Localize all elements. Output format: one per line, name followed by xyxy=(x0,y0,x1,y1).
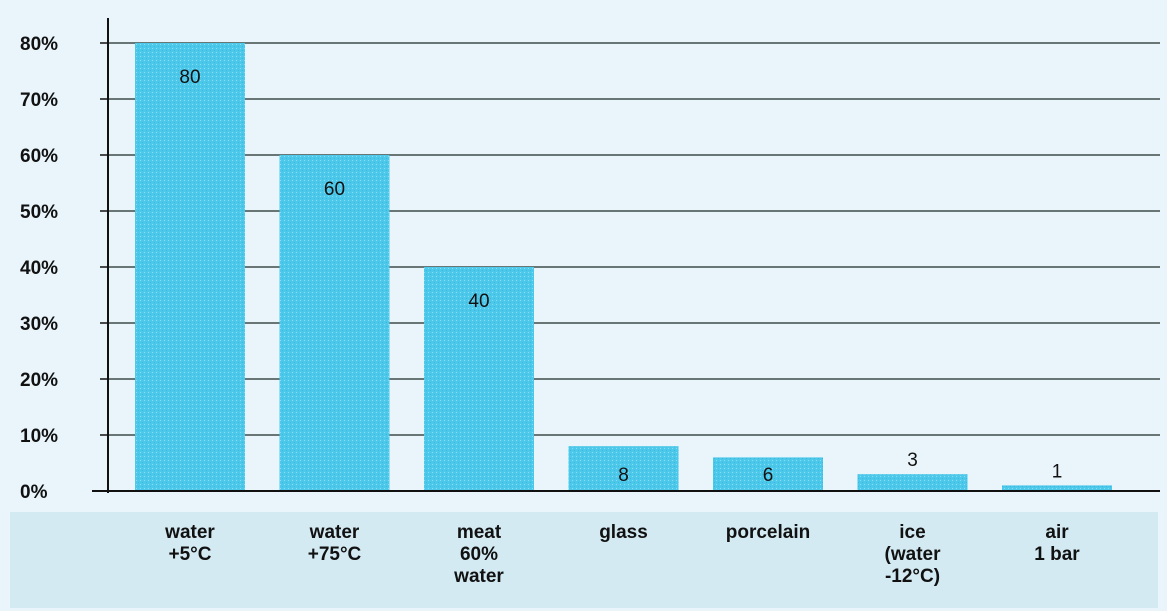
x-tick-label: water +5°C xyxy=(164,522,215,565)
x-tick-label-line: +5°C xyxy=(169,544,212,565)
bar xyxy=(857,474,968,491)
x-tick-label-line: ice xyxy=(899,522,925,543)
data-label: 3 xyxy=(907,450,918,471)
y-tick-label: 40% xyxy=(20,258,58,279)
x-tick-label: ice (water -12°C) xyxy=(885,522,942,587)
y-tick-label: 50% xyxy=(20,202,58,223)
y-tick-label: 20% xyxy=(20,370,58,391)
x-tick-label-line: water xyxy=(164,522,215,543)
data-label: 40 xyxy=(468,291,489,312)
bar xyxy=(279,155,390,491)
bar xyxy=(568,446,679,491)
y-tick-label: 30% xyxy=(20,314,58,335)
x-tick-label-line: (water xyxy=(885,544,942,565)
x-tick-label: meat 60% water xyxy=(453,522,504,587)
bar xyxy=(424,267,534,491)
x-tick-label-line: air xyxy=(1045,522,1069,543)
x-tick-label-line: 1 bar xyxy=(1034,544,1080,565)
y-tick-label: 80% xyxy=(20,34,58,55)
x-tick-label: water +75°C xyxy=(308,522,362,565)
data-label: 8 xyxy=(618,465,629,486)
data-label: 6 xyxy=(763,465,774,486)
x-tick-label-line: meat xyxy=(457,522,502,543)
x-tick-label-line: 60% xyxy=(460,544,498,565)
x-tick-label-line: glass xyxy=(599,522,648,543)
bar xyxy=(135,43,245,491)
data-label: 80 xyxy=(179,67,200,88)
x-tick-label-line: porcelain xyxy=(726,522,810,543)
y-tick-label: 0% xyxy=(20,482,48,503)
bar xyxy=(713,457,823,491)
label-band xyxy=(10,512,1158,608)
x-tick-label-line: water xyxy=(309,522,360,543)
y-tick-label: 10% xyxy=(20,426,58,447)
y-tick-label: 70% xyxy=(20,90,58,111)
x-tick-label-line: water xyxy=(453,566,504,587)
x-tick-label-line: +75°C xyxy=(308,544,362,565)
data-label: 60 xyxy=(324,179,345,200)
x-tick-label: glass xyxy=(599,522,648,543)
data-label: 1 xyxy=(1052,461,1063,482)
y-tick-label: 60% xyxy=(20,146,58,167)
x-tick-label: porcelain xyxy=(726,522,810,543)
bar xyxy=(1002,485,1112,491)
x-tick-label: air 1 bar xyxy=(1034,522,1080,565)
x-tick-label-line: -12°C) xyxy=(885,566,940,587)
